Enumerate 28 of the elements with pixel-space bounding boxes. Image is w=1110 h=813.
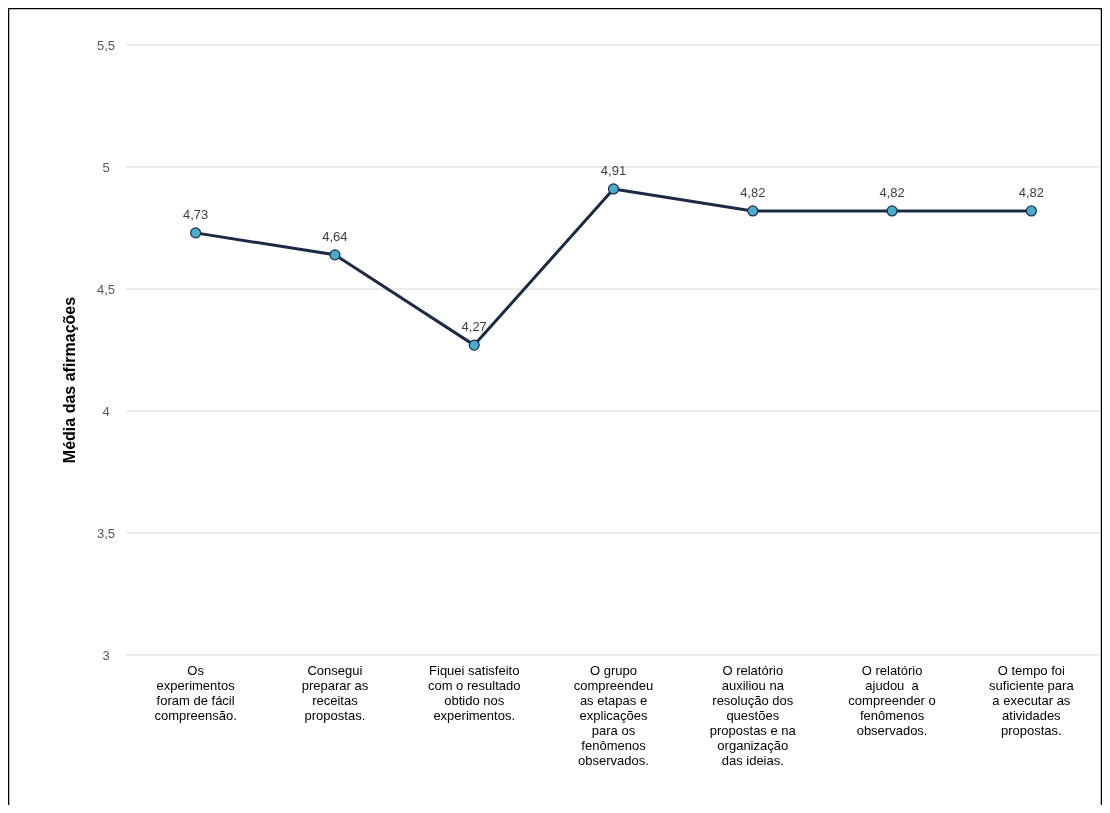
y-tick-label: 4 xyxy=(102,404,110,419)
point xyxy=(1025,205,1037,217)
x-tick-label: Consegui preparar as receitas propostas. xyxy=(301,663,369,723)
y-tick-label: 4,5 xyxy=(96,282,116,297)
point xyxy=(190,227,202,239)
x-tick-label: Fiquei satisfeito com o resultado obtido nos experimentos. xyxy=(427,663,521,723)
data-label: 4,82 xyxy=(879,184,905,200)
point xyxy=(329,249,341,261)
point xyxy=(468,339,480,351)
x-tick-label: O grupo compreendeu as etapas e explicações para os fenômenos observados. xyxy=(573,663,654,768)
y-tick-label: 5 xyxy=(102,160,110,175)
data-label: 4,27 xyxy=(461,319,487,335)
y-tick-label: 3,5 xyxy=(96,526,116,541)
x-tick-label: O relatório auxiliou na resolução dos questões propostas e na organização das ideias. xyxy=(709,663,797,768)
point xyxy=(886,205,898,217)
data-label: 4,82 xyxy=(740,184,766,200)
data-label: 4,91 xyxy=(600,162,627,178)
x-tick-label: O tempo foi suficiente para a executar as atividades propostas. xyxy=(989,663,1075,738)
y-tick-label: 3 xyxy=(102,648,110,663)
point xyxy=(747,205,759,217)
y-axis-title: Média das afirmações xyxy=(61,296,78,464)
point xyxy=(607,183,620,195)
data-label: 4,82 xyxy=(1018,184,1045,200)
x-tick-label: Os experimentos foram de fácil compreensão. xyxy=(154,663,237,723)
y-tick-label: 5,5 xyxy=(96,38,116,53)
x-tick-label: O relatório ajudou a compreender o fenômenos observados. xyxy=(848,663,936,738)
data-label: 4,64 xyxy=(322,228,348,244)
data-label: 4,73 xyxy=(182,206,209,222)
